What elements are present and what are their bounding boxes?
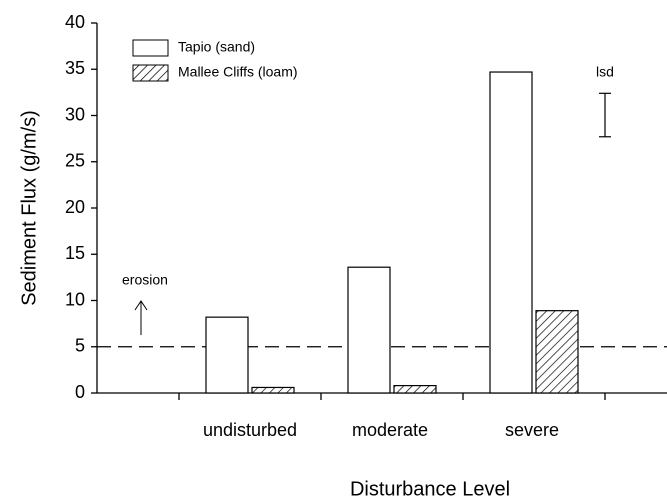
legend-label: Tapio (sand) (178, 39, 255, 55)
legend-label: Mallee Cliffs (loam) (178, 64, 298, 80)
y-axis-title: Sediment Flux (g/m/s) (18, 110, 40, 306)
y-tick-label: 5 (75, 336, 85, 356)
y-tick-label: 40 (65, 12, 85, 32)
x-axis-title: Disturbance Level (350, 478, 510, 500)
bar (347, 266, 391, 394)
y-tick-label: 10 (65, 289, 85, 309)
bar (535, 310, 579, 394)
arrow-head (134, 300, 148, 311)
lsd-label: lsd (596, 64, 614, 80)
y-tick-label: 35 (65, 58, 85, 78)
y-tick-label: 0 (75, 382, 85, 402)
bar (489, 71, 533, 394)
annotation: erosion (122, 272, 168, 288)
y-tick-label: 15 (65, 243, 85, 263)
y-tick-label: 20 (65, 197, 85, 217)
bar (205, 316, 249, 394)
x-tick-label: severe (505, 420, 559, 440)
y-tick-label: 25 (65, 151, 85, 171)
legend-swatch (132, 64, 169, 82)
bar (251, 386, 295, 394)
legend-swatch (132, 39, 169, 57)
y-tick-label: 30 (65, 104, 85, 124)
x-tick-label: moderate (352, 420, 428, 440)
bar (393, 385, 437, 394)
x-tick-label: undisturbed (203, 420, 297, 440)
